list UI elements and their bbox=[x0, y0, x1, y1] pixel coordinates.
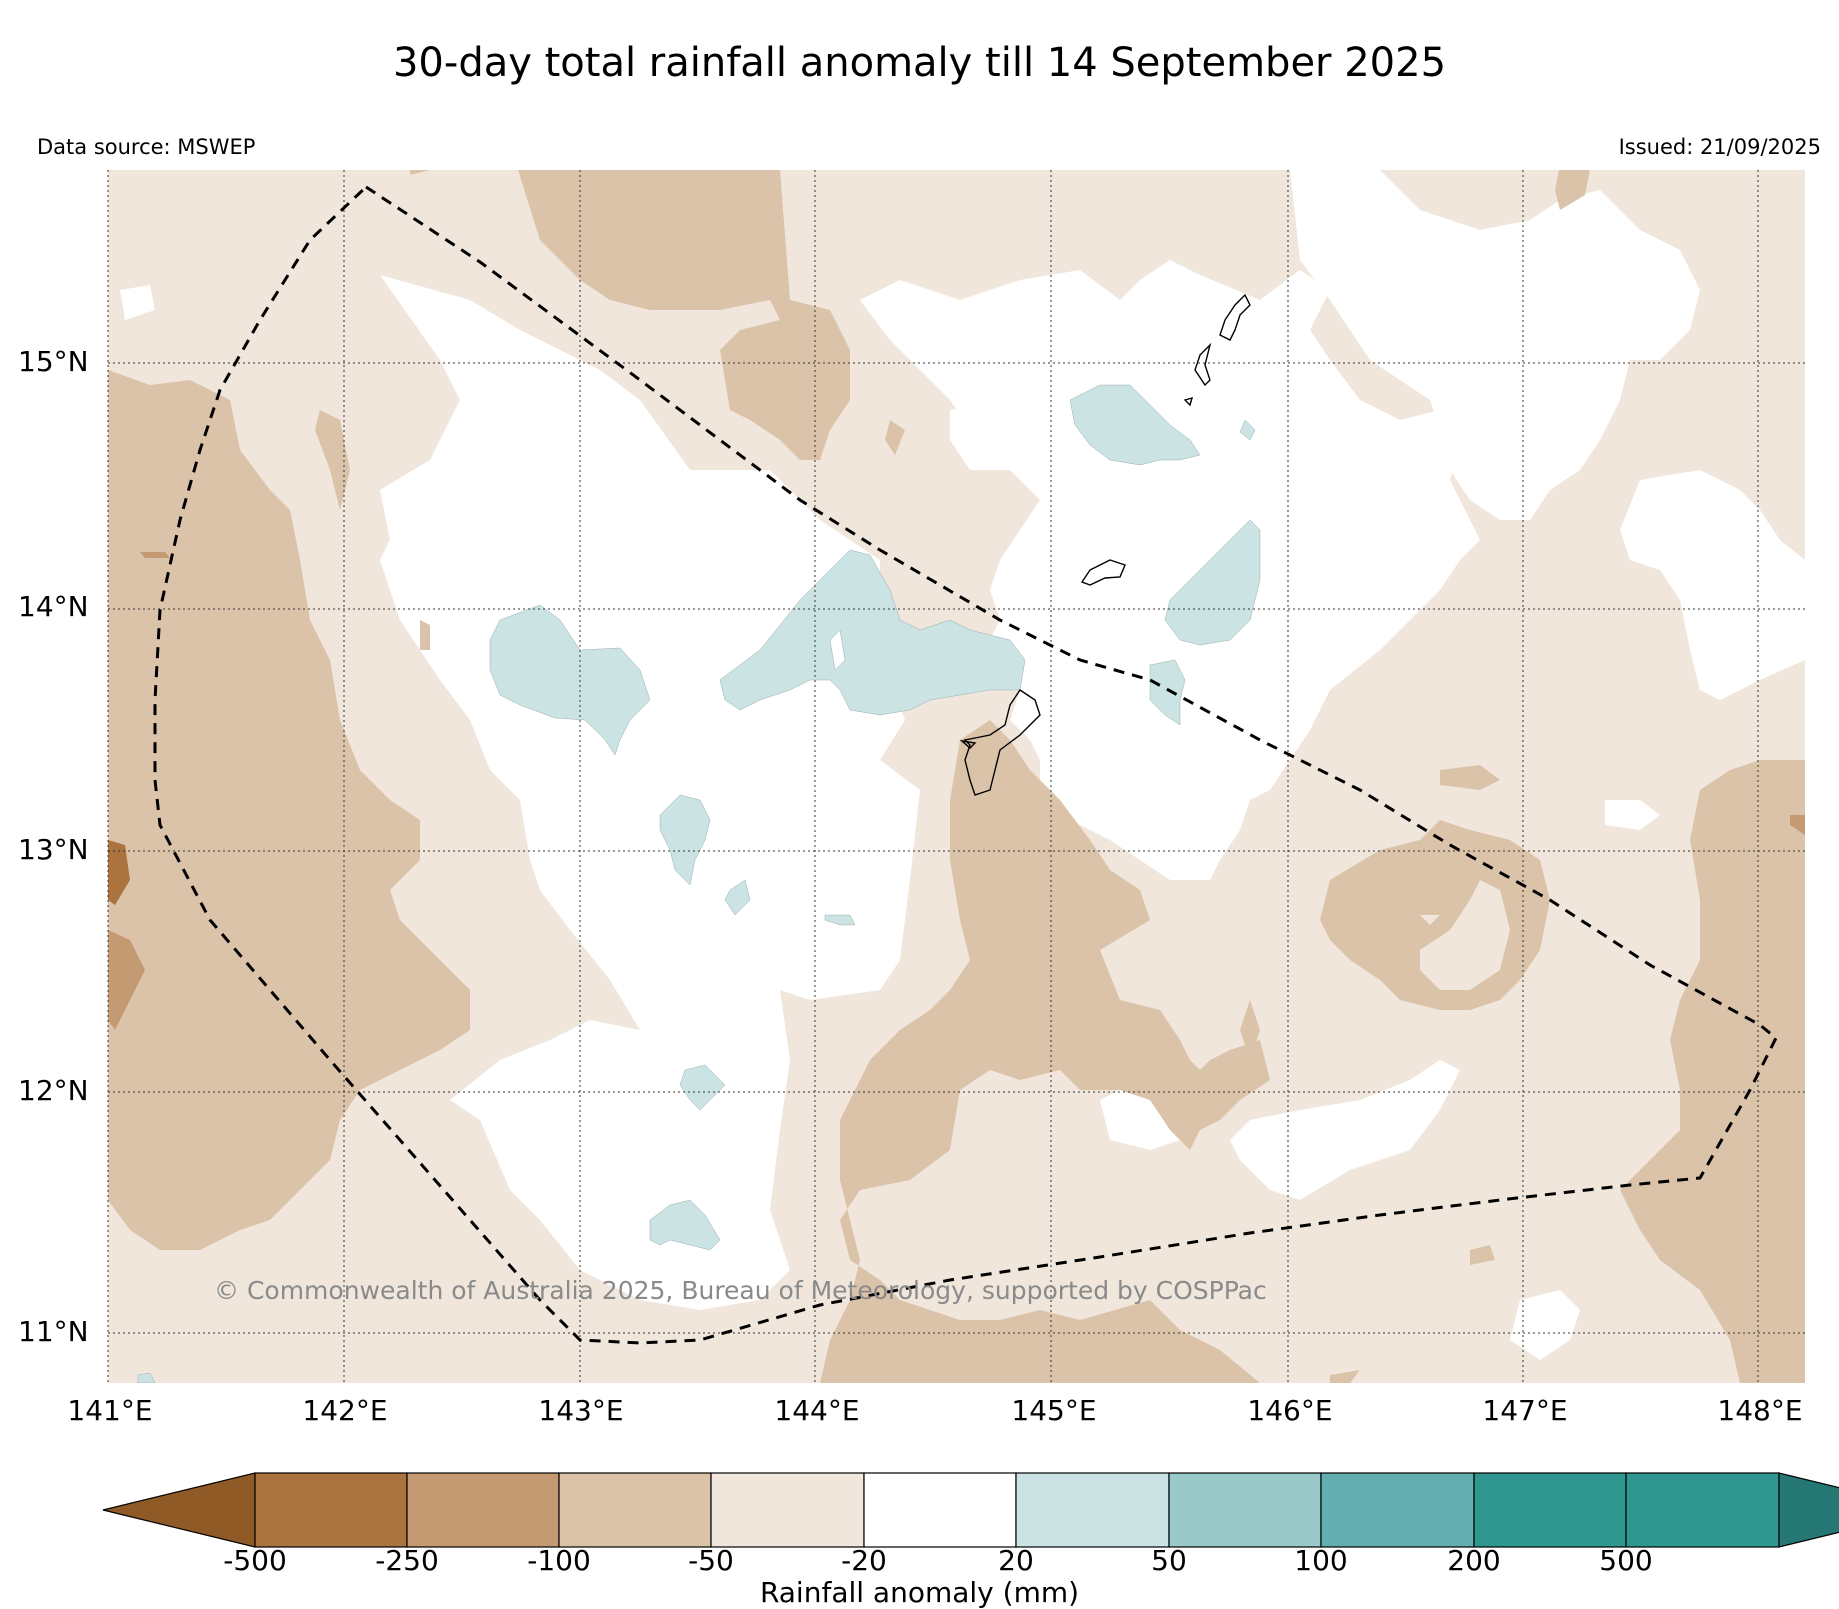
lat-label: 14°N bbox=[18, 590, 89, 623]
colorbar-tick: 200 bbox=[1447, 1544, 1501, 1577]
colorbar-swatch-9 bbox=[1473, 1472, 1627, 1548]
colorbar-extend-high bbox=[1778, 1472, 1839, 1548]
colorbar-swatch-6 bbox=[1015, 1472, 1170, 1548]
lon-label: 143°E bbox=[538, 1394, 624, 1427]
graticule-lines bbox=[107, 170, 1805, 1383]
colorbar-swatch-5 bbox=[863, 1472, 1017, 1548]
anomaly-band-minus500-minus250 bbox=[108, 840, 130, 905]
colorbar-tick: 100 bbox=[1294, 1544, 1348, 1577]
colorbar-tick: -20 bbox=[841, 1544, 887, 1577]
rota-outline bbox=[1080, 559, 1126, 586]
colorbar-tick: 20 bbox=[998, 1544, 1034, 1577]
colorbar-tick: -250 bbox=[375, 1544, 439, 1577]
eez-boundary-line bbox=[153, 185, 1778, 1345]
lon-label: 144°E bbox=[774, 1394, 860, 1427]
island-outlines bbox=[959, 293, 1251, 796]
colorbar bbox=[102, 1472, 1839, 1548]
lon-label: 146°E bbox=[1247, 1394, 1333, 1427]
colorbar-label: Rainfall anomaly (mm) bbox=[759, 1576, 1080, 1609]
colorbar-swatch-4 bbox=[710, 1472, 865, 1548]
anomaly-band-20-50 bbox=[137, 384, 1261, 1383]
anomaly-band-inner-ring bbox=[1420, 880, 1510, 990]
colorbar-swatch-1 bbox=[254, 1472, 408, 1548]
lon-label: 148°E bbox=[1717, 1394, 1803, 1427]
lat-label: 15°N bbox=[18, 345, 89, 378]
colorbar-tick: -500 bbox=[223, 1544, 287, 1577]
data-source-label: Data source: MSWEP bbox=[37, 135, 256, 159]
saipan-outline bbox=[1219, 293, 1251, 341]
tinian-outline bbox=[1194, 342, 1212, 387]
colorbar-swatch-3 bbox=[558, 1472, 712, 1548]
colorbar-swatch-2 bbox=[406, 1472, 560, 1548]
lon-label: 145°E bbox=[1011, 1394, 1097, 1427]
colorbar-tick: -50 bbox=[688, 1544, 734, 1577]
colorbar-tick: 50 bbox=[1151, 1544, 1187, 1577]
lat-label: 12°N bbox=[18, 1074, 89, 1107]
lon-label: 141°E bbox=[67, 1394, 153, 1427]
lat-label: 11°N bbox=[18, 1315, 89, 1348]
issued-date-label: Issued: 21/09/2025 bbox=[1618, 135, 1821, 159]
colorbar-tick: -100 bbox=[527, 1544, 591, 1577]
colorbar-swatch-10 bbox=[1625, 1472, 1780, 1548]
rainfall-anomaly-field bbox=[108, 170, 1805, 1383]
copyright-credit: © Commonwealth of Australia 2025, Bureau… bbox=[214, 1276, 1267, 1305]
colorbar-swatch-8 bbox=[1320, 1472, 1475, 1548]
colorbar-tick: 500 bbox=[1599, 1544, 1653, 1577]
lon-label: 142°E bbox=[302, 1394, 388, 1427]
anomaly-band-minus250-minus100 bbox=[108, 552, 1805, 1030]
colorbar-swatch-7 bbox=[1168, 1472, 1322, 1548]
colorbar-extend-low bbox=[102, 1472, 256, 1548]
map-title: 30-day total rainfall anomaly till 14 Se… bbox=[392, 40, 1447, 86]
lon-label: 147°E bbox=[1482, 1394, 1568, 1427]
guam-outline bbox=[963, 689, 1041, 796]
lat-label: 13°N bbox=[18, 833, 89, 866]
near-normal-regions bbox=[120, 170, 1805, 1360]
